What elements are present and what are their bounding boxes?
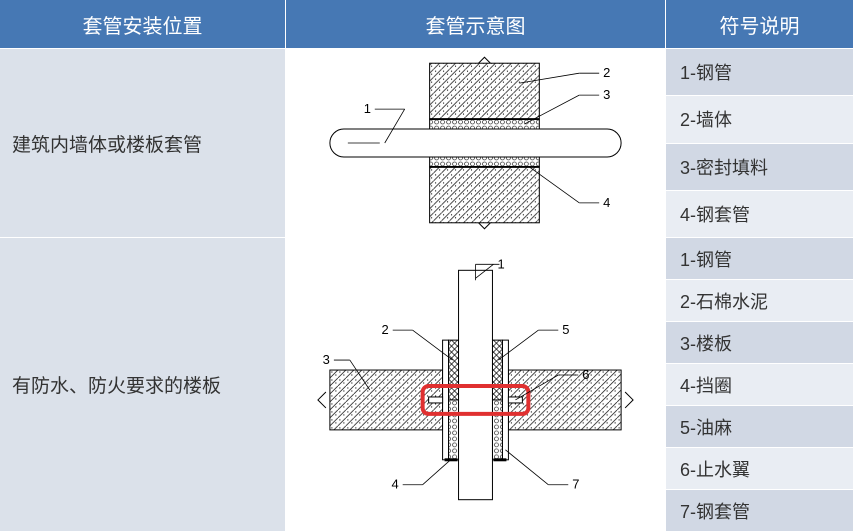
svg-text:3: 3 bbox=[603, 87, 610, 102]
legend-item-1-5: 6-止水翼 bbox=[666, 447, 853, 489]
svg-text:5: 5 bbox=[562, 322, 569, 337]
legend-item-1-3: 4-挡圈 bbox=[666, 363, 853, 405]
svg-text:1: 1 bbox=[364, 101, 371, 116]
legend-1: 1-钢管2-石棉水泥3-楼板4-挡圈5-油麻6-止水翼7-钢套管 bbox=[666, 237, 853, 531]
table-header: 套管安装位置套管示意图符号说明 bbox=[0, 0, 853, 48]
svg-text:3: 3 bbox=[323, 352, 330, 367]
legend-item-1-2: 3-楼板 bbox=[666, 321, 853, 363]
legend-item-0-1: 2-墙体 bbox=[666, 95, 853, 142]
legend-item-0-0: 1-钢管 bbox=[666, 48, 853, 95]
legend-item-1-1: 2-石棉水泥 bbox=[666, 279, 853, 321]
svg-text:6: 6 bbox=[582, 367, 589, 382]
legend-item-1-0: 1-钢管 bbox=[666, 237, 853, 279]
header-col2: 套管示意图 bbox=[286, 0, 666, 48]
legend-item-0-2: 3-密封填料 bbox=[666, 143, 853, 190]
header-col3: 符号说明 bbox=[666, 0, 853, 48]
diagram-1: 1 2 3 4 5 6 7 bbox=[286, 237, 666, 531]
row-title-0: 建筑内墙体或楼板套管 bbox=[0, 48, 286, 237]
diagram-0: 1 2 3 4 bbox=[286, 48, 666, 237]
svg-text:4: 4 bbox=[391, 476, 398, 491]
legend-item-1-4: 5-油麻 bbox=[666, 405, 853, 447]
row-title-1: 有防水、防火要求的楼板 bbox=[0, 237, 286, 531]
svg-text:2: 2 bbox=[603, 65, 610, 80]
legend-0: 1-钢管2-墙体3-密封填料4-钢套管 bbox=[666, 48, 853, 237]
table-body: 建筑内墙体或楼板套管 12341-钢管2-墙体3-密封填料4-钢套管有防水、防火… bbox=[0, 48, 853, 531]
svg-text:1: 1 bbox=[497, 256, 504, 271]
row-0: 建筑内墙体或楼板套管 1 2 3 4 1-钢管2-墙体3-密封填料4-钢套管 bbox=[0, 48, 853, 237]
header-col1: 套管安装位置 bbox=[0, 0, 286, 48]
legend-item-1-6: 7-钢套管 bbox=[666, 489, 853, 531]
row-1: 有防水、防火要求的楼板 1 2 3 4 5 6 7 1-钢管2-石棉水泥3-楼板4-挡圈5-油… bbox=[0, 237, 853, 531]
svg-text:4: 4 bbox=[603, 195, 610, 210]
svg-text:7: 7 bbox=[572, 476, 579, 491]
sleeve-table: 套管安装位置套管示意图符号说明 建筑内墙体或楼板套管 12341-钢管2-墙体3… bbox=[0, 0, 853, 531]
legend-item-0-3: 4-钢套管 bbox=[666, 190, 853, 237]
svg-text:2: 2 bbox=[382, 322, 389, 337]
